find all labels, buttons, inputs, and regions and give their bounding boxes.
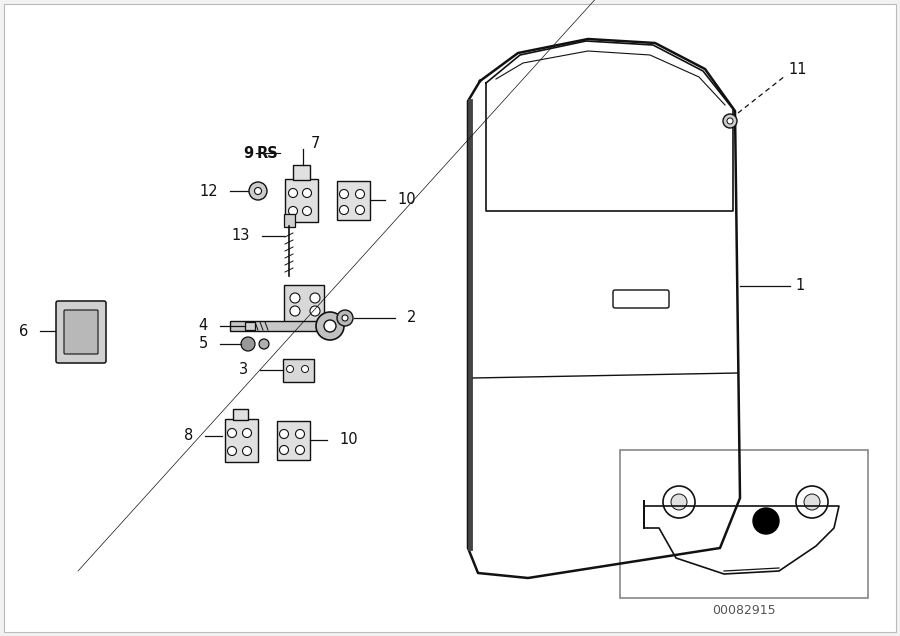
Circle shape xyxy=(228,429,237,438)
Circle shape xyxy=(727,118,733,124)
FancyBboxPatch shape xyxy=(284,179,318,221)
Text: 1: 1 xyxy=(796,279,805,293)
Text: RS: RS xyxy=(257,146,279,160)
FancyBboxPatch shape xyxy=(337,181,370,219)
Circle shape xyxy=(316,312,344,340)
Circle shape xyxy=(255,188,262,195)
Circle shape xyxy=(339,205,348,214)
Text: 10: 10 xyxy=(339,432,357,448)
Circle shape xyxy=(228,446,237,455)
Circle shape xyxy=(295,445,304,455)
Circle shape xyxy=(289,207,298,216)
FancyBboxPatch shape xyxy=(64,310,98,354)
Circle shape xyxy=(723,114,737,128)
FancyBboxPatch shape xyxy=(224,418,257,462)
Circle shape xyxy=(671,494,687,510)
Text: 7: 7 xyxy=(310,135,320,151)
Circle shape xyxy=(356,190,364,198)
FancyBboxPatch shape xyxy=(232,408,248,420)
Text: 8: 8 xyxy=(184,429,193,443)
Circle shape xyxy=(302,366,309,373)
FancyBboxPatch shape xyxy=(613,290,669,308)
Text: 13: 13 xyxy=(231,228,250,244)
Text: 2: 2 xyxy=(407,310,417,326)
Circle shape xyxy=(356,205,364,214)
Circle shape xyxy=(290,293,300,303)
FancyBboxPatch shape xyxy=(284,285,324,322)
Circle shape xyxy=(295,429,304,438)
Circle shape xyxy=(663,486,695,518)
Text: 9: 9 xyxy=(243,146,253,160)
Text: 12: 12 xyxy=(200,184,218,198)
Circle shape xyxy=(290,306,300,316)
Circle shape xyxy=(302,207,311,216)
FancyBboxPatch shape xyxy=(56,301,106,363)
Circle shape xyxy=(796,486,828,518)
Circle shape xyxy=(259,339,269,349)
Circle shape xyxy=(302,188,311,198)
Circle shape xyxy=(310,293,320,303)
Circle shape xyxy=(249,182,267,200)
Polygon shape xyxy=(230,321,330,331)
FancyBboxPatch shape xyxy=(620,450,868,598)
FancyBboxPatch shape xyxy=(4,4,896,632)
Text: 11: 11 xyxy=(788,62,807,76)
FancyBboxPatch shape xyxy=(284,214,294,226)
Circle shape xyxy=(310,306,320,316)
Circle shape xyxy=(339,190,348,198)
Text: 6: 6 xyxy=(19,324,28,338)
Circle shape xyxy=(804,494,820,510)
Circle shape xyxy=(342,315,348,321)
Circle shape xyxy=(280,429,289,438)
FancyBboxPatch shape xyxy=(276,420,310,459)
Circle shape xyxy=(753,508,779,534)
Text: 10: 10 xyxy=(397,193,416,207)
Text: -: - xyxy=(255,146,260,160)
Bar xyxy=(245,322,255,330)
FancyBboxPatch shape xyxy=(283,359,313,382)
Circle shape xyxy=(324,320,336,332)
Text: 5: 5 xyxy=(199,336,208,352)
Circle shape xyxy=(286,366,293,373)
Circle shape xyxy=(280,445,289,455)
Circle shape xyxy=(241,337,255,351)
FancyBboxPatch shape xyxy=(292,165,310,179)
Circle shape xyxy=(242,429,251,438)
Text: 00082915: 00082915 xyxy=(712,604,776,616)
Circle shape xyxy=(337,310,353,326)
Circle shape xyxy=(242,446,251,455)
Text: 3: 3 xyxy=(238,363,248,378)
Text: 4: 4 xyxy=(199,319,208,333)
Circle shape xyxy=(289,188,298,198)
